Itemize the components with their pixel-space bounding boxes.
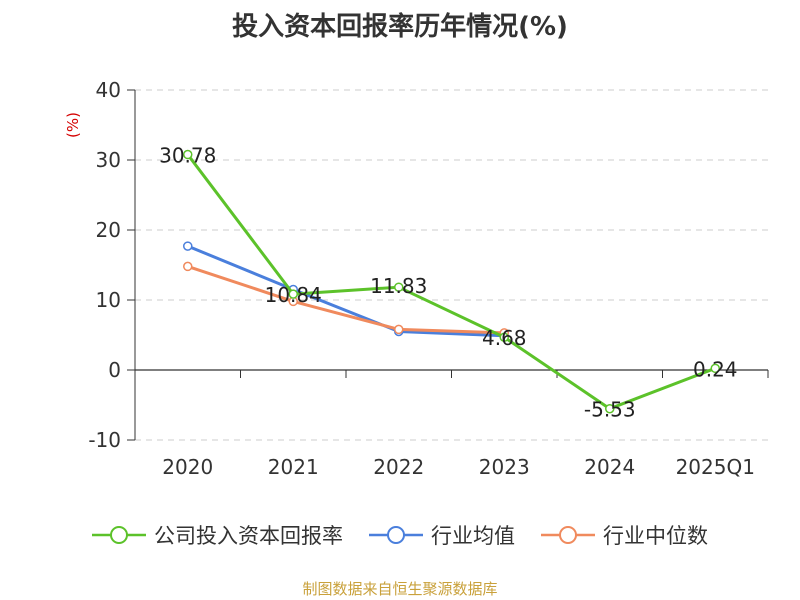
x-tick-label-2025Q1: 2025Q1 xyxy=(676,455,755,479)
data-point xyxy=(288,289,298,299)
x-tick-label-2024: 2024 xyxy=(584,455,635,479)
series-line-1 xyxy=(187,244,505,338)
x-tick-label-2022: 2022 xyxy=(373,455,424,479)
series-lines xyxy=(183,149,720,414)
legend-swatch xyxy=(541,526,595,544)
data-label: 30.78 xyxy=(159,144,216,168)
legend-marker xyxy=(110,526,128,544)
data-label: -5.53 xyxy=(584,398,636,422)
legend-item-2[interactable]: 行业中位数 xyxy=(541,520,708,550)
x-tick-label-2021: 2021 xyxy=(268,455,319,479)
y-tick-label: 30 xyxy=(96,148,121,172)
data-point xyxy=(183,241,193,251)
legend-swatch xyxy=(92,526,146,544)
legend-marker xyxy=(559,526,577,544)
series-line-0 xyxy=(186,153,716,411)
data-labels: 30.78 10.84 11.83 4.68 -5.53 0.24 xyxy=(159,144,737,422)
data-point xyxy=(183,261,193,272)
y-axis: -10 0 10 20 30 40 xyxy=(88,78,136,452)
data-label: 10.84 xyxy=(265,283,322,307)
legend-item-0[interactable]: 公司投入资本回报率 xyxy=(92,520,343,550)
data-label: 11.83 xyxy=(370,274,427,298)
data-point xyxy=(499,332,509,342)
data-point xyxy=(605,403,615,414)
x-tick-label-2020: 2020 xyxy=(162,455,213,479)
chart-title: 投入资本回报率历年情况(%) xyxy=(232,12,568,42)
source-note: 制图数据来自恒生聚源数据库 xyxy=(302,580,498,598)
data-point xyxy=(183,149,193,160)
data-point xyxy=(394,282,404,292)
legend-label: 公司投入资本回报率 xyxy=(154,524,343,548)
data-point xyxy=(710,363,720,374)
y-tick-label: 20 xyxy=(96,218,121,242)
legend-swatch xyxy=(369,526,423,544)
y-tick-label: -10 xyxy=(88,428,121,452)
data-label: 4.68 xyxy=(482,326,527,350)
legend-marker xyxy=(387,526,405,544)
legend-label: 行业中位数 xyxy=(603,524,708,548)
y-axis-label: (%) xyxy=(64,112,82,138)
y-tick-label: 40 xyxy=(96,78,121,102)
legend: 公司投入资本回报率 行业均值 行业中位数 xyxy=(0,520,800,550)
x-tick-label-2023: 2023 xyxy=(479,455,530,479)
data-point xyxy=(394,324,404,335)
data-label: 0.24 xyxy=(693,357,738,381)
series-line-2 xyxy=(187,264,505,335)
legend-item-1[interactable]: 行业均值 xyxy=(369,520,515,550)
legend-label: 行业均值 xyxy=(431,524,515,548)
y-tick-label: 10 xyxy=(96,288,121,312)
y-tick-label: 0 xyxy=(108,358,121,382)
x-axis: 2020 2021 2022 2023 2024 2025Q1 xyxy=(134,369,769,479)
